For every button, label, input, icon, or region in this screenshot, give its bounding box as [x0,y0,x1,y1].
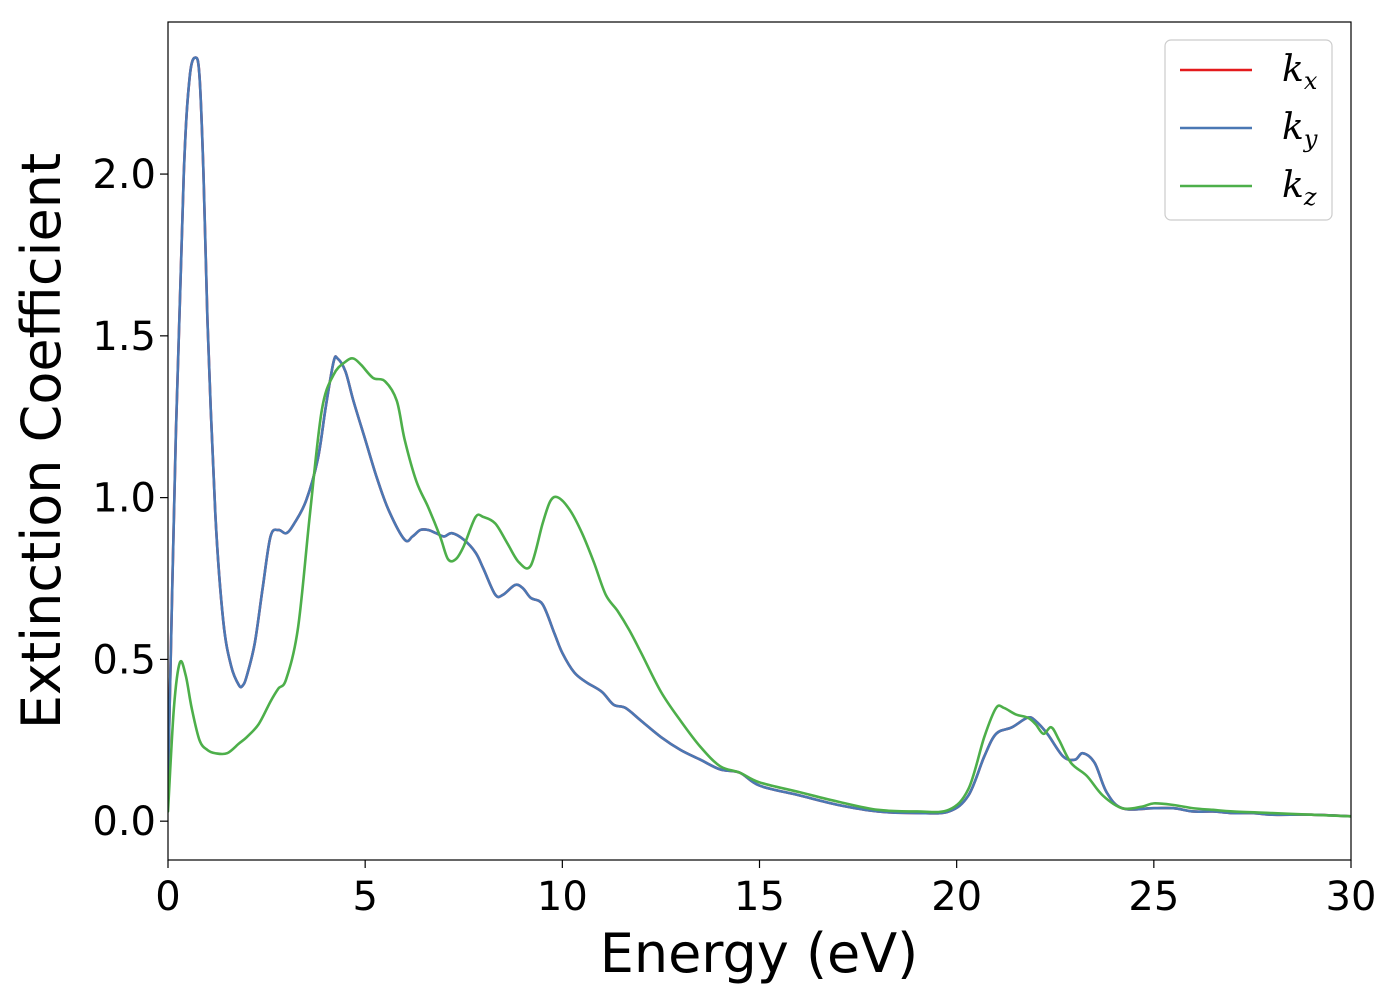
legend-label-x: kx [1282,49,1318,95]
x-tick-label: 0 [155,874,180,920]
legend: kx ky kz [1164,39,1333,221]
y-tick-label: 0.0 [92,799,156,845]
x-axis-ticks: 0 5 10 15 20 25 30 [155,860,1376,920]
y-axis-ticks: 0.0 0.5 1.0 1.5 2.0 [92,152,168,845]
x-axis-title: Energy (eV) [600,922,919,985]
x-tick-label: 10 [537,874,588,920]
y-axis-title: Extinction Coefficient [10,153,73,729]
legend-entries: kx ky kz [1180,49,1318,211]
y-tick-label: 1.5 [92,314,156,360]
x-tick-label: 30 [1326,874,1377,920]
series-line-z [168,357,1351,818]
y-tick-label: 0.5 [92,637,156,683]
series-line-y [168,56,1351,818]
series-layer [168,56,1351,818]
x-tick-label: 25 [1128,874,1179,920]
y-tick-label: 1.0 [92,476,156,522]
x-tick-label: 5 [352,874,377,920]
legend-box [1164,39,1333,221]
y-tick-label: 2.0 [92,152,156,198]
legend-label-z: kz [1282,165,1317,211]
x-tick-label: 15 [734,874,785,920]
x-tick-label: 20 [931,874,982,920]
legend-label-y: ky [1282,107,1318,153]
